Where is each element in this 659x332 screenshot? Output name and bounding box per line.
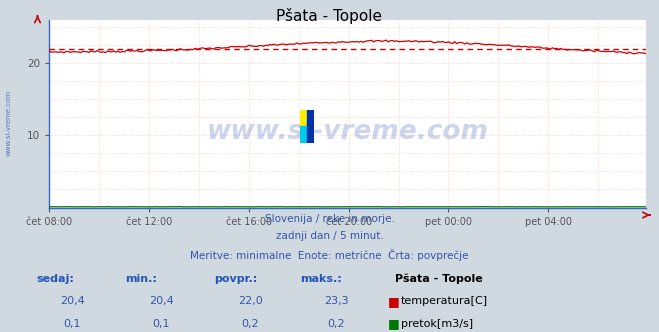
- Bar: [300, 126, 314, 143]
- Text: 0,2: 0,2: [242, 319, 259, 329]
- Text: Meritve: minimalne  Enote: metrične  Črta: povprečje: Meritve: minimalne Enote: metrične Črta:…: [190, 249, 469, 261]
- Text: Slovenija / reke in morje.: Slovenija / reke in morje.: [264, 214, 395, 224]
- Text: ■: ■: [387, 317, 399, 330]
- Text: 22,0: 22,0: [238, 296, 263, 306]
- Text: min.:: min.:: [125, 274, 157, 284]
- Text: 0,1: 0,1: [64, 319, 81, 329]
- Text: www.si-vreme.com: www.si-vreme.com: [5, 90, 11, 156]
- Text: 23,3: 23,3: [324, 296, 349, 306]
- Text: 0,1: 0,1: [153, 319, 170, 329]
- Text: pretok[m3/s]: pretok[m3/s]: [401, 319, 473, 329]
- Text: 20,4: 20,4: [60, 296, 85, 306]
- Text: maks.:: maks.:: [300, 274, 341, 284]
- Text: zadnji dan / 5 minut.: zadnji dan / 5 minut.: [275, 231, 384, 241]
- Text: 20,4: 20,4: [149, 296, 174, 306]
- Text: povpr.:: povpr.:: [214, 274, 258, 284]
- Text: www.si-vreme.com: www.si-vreme.com: [207, 120, 488, 145]
- Text: temperatura[C]: temperatura[C]: [401, 296, 488, 306]
- Bar: [307, 110, 314, 143]
- Text: sedaj:: sedaj:: [36, 274, 74, 284]
- Text: 0,2: 0,2: [328, 319, 345, 329]
- Text: ■: ■: [387, 295, 399, 308]
- Text: Pšata - Topole: Pšata - Topole: [395, 274, 483, 285]
- Text: Pšata - Topole: Pšata - Topole: [277, 8, 382, 24]
